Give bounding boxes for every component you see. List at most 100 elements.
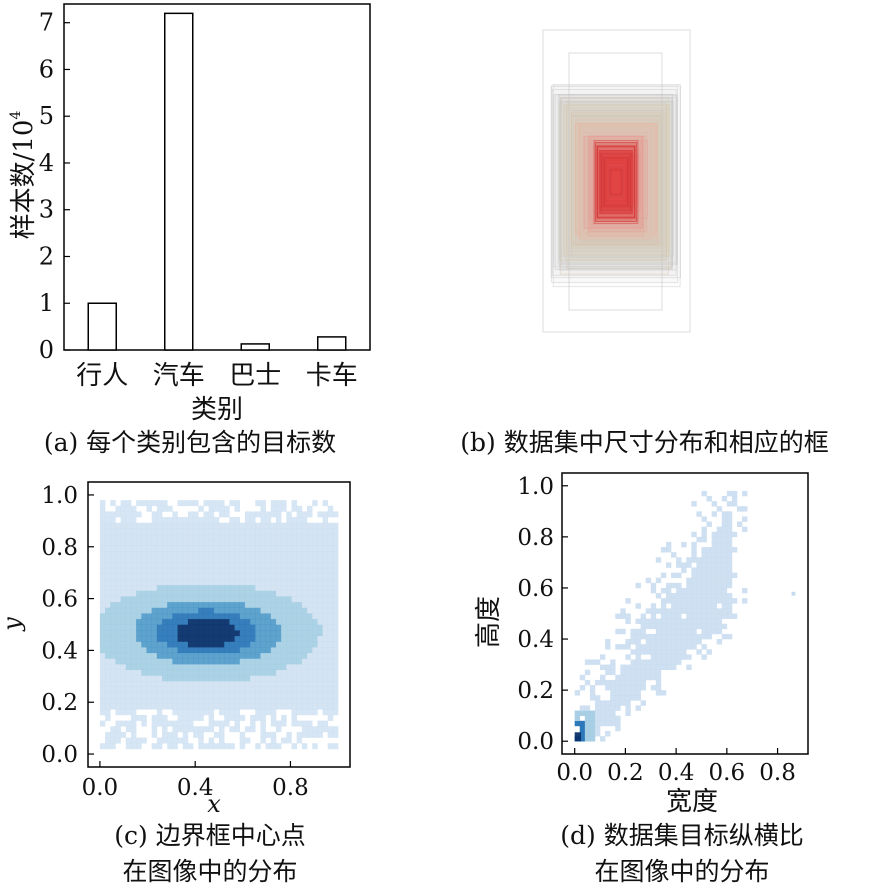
chart-c-cell: [234, 692, 241, 699]
chart-c-cell: [291, 641, 297, 648]
chart-d-cell: [671, 552, 677, 558]
chart-c-cell: [213, 590, 220, 597]
chart-c-cell: [307, 686, 313, 693]
chart-c-cell: [239, 681, 246, 687]
chart-c-cell: [296, 613, 303, 620]
chart-c-cell: [224, 647, 230, 654]
chart-c-cell: [167, 675, 173, 682]
chart-d-cell: [600, 679, 606, 686]
chart-c-cell: [203, 573, 209, 580]
chart-c-cell: [172, 556, 178, 563]
chart-c-cell: [260, 675, 266, 682]
chart-c-cell: [224, 675, 230, 682]
chart-c-cell: [296, 511, 303, 518]
chart-c-cell: [301, 584, 308, 591]
chart-c-cell: [296, 607, 303, 614]
chart-c-cell: [120, 664, 127, 671]
chart-c-cell: [332, 641, 339, 648]
chart-c-cell: [286, 556, 292, 563]
chart-c-cell: [208, 703, 215, 710]
chart-c-cell: [187, 726, 194, 733]
chart-c-cell: [130, 726, 137, 733]
chart-c-cell: [224, 579, 230, 586]
chart-c-cell: [234, 681, 241, 687]
chart-d-cell: [605, 664, 611, 670]
chart-c-cell: [193, 731, 199, 738]
chart-d-cell: [620, 608, 626, 614]
chart-c-cell: [213, 528, 220, 535]
chart-c-xtick-label: 0.4: [177, 775, 214, 801]
chart-c-cell: [99, 647, 106, 654]
chart-c-cell: [270, 641, 277, 648]
chart-c-cell: [291, 743, 297, 750]
chart-b-box: [607, 166, 625, 199]
chart-c-cell: [110, 624, 116, 631]
chart-c-cell: [332, 551, 339, 557]
chart-c-cell: [270, 675, 277, 682]
chart-d-cell: [691, 623, 697, 630]
chart-c-cell: [177, 714, 184, 721]
chart-c-cell: [172, 607, 178, 614]
chart-c-cell: [193, 692, 199, 699]
chart-c-cell: [322, 607, 329, 614]
chart-d-cell: [660, 547, 667, 553]
chart-c-cell: [110, 556, 116, 563]
chart-b-box: [579, 122, 658, 243]
chart-c-cell: [130, 635, 137, 642]
chart-c-cell: [115, 692, 121, 699]
chart-c-cell: [182, 681, 189, 687]
chart-d-cell: [610, 720, 616, 727]
chart-c-cell: [275, 517, 282, 524]
chart-d-cell: [655, 628, 662, 635]
chart-d-cell: [701, 613, 707, 619]
chart-c-cell: [151, 658, 158, 665]
chart-c-cell: [156, 579, 163, 586]
chart-d-cell: [696, 587, 702, 594]
chart-c-cell: [219, 556, 225, 563]
chart-d-cell: [635, 664, 641, 670]
chart-c-cell: [156, 669, 163, 676]
chart-d-cell: [605, 710, 611, 716]
chart-c-cell: [224, 630, 230, 637]
chart-c-cell: [208, 658, 215, 665]
chart-c-cell: [317, 573, 323, 580]
chart-b-box: [597, 146, 635, 218]
chart-c-cell: [265, 539, 272, 546]
chart-c-cell: [260, 505, 266, 512]
chart-c-cell: [291, 703, 297, 710]
chart-c-cell: [275, 697, 282, 704]
chart-d-cell: [579, 731, 586, 737]
chart-c-cell: [255, 534, 261, 541]
chart-c-cell: [270, 528, 277, 535]
chart-c-cell: [141, 562, 147, 569]
chart-c-cell: [115, 545, 121, 552]
chart-d-cell: [676, 593, 682, 599]
chart-c-cell: [270, 714, 277, 721]
chart-d-cell: [615, 720, 621, 727]
chart-c-cell: [312, 647, 318, 654]
chart-c-cell: [193, 647, 199, 654]
chart-c-cell: [307, 590, 313, 597]
chart-c-cell: [317, 635, 323, 642]
chart-c-cell: [110, 573, 116, 580]
chart-c-cell: [291, 573, 297, 580]
chart-c-cell: [281, 613, 287, 620]
chart-c-cell: [115, 522, 121, 529]
chart-c-cell: [322, 630, 329, 637]
chart-c-cell: [105, 743, 111, 750]
chart-d-cell: [650, 608, 657, 614]
chart-c-cell: [182, 697, 189, 704]
chart-c-cell: [250, 613, 256, 620]
chart-c-cell: [239, 641, 246, 648]
chart-b-box: [590, 139, 648, 219]
chart-c-cell: [167, 624, 173, 631]
chart-c-cell: [115, 584, 121, 591]
chart-c-cell: [260, 630, 266, 637]
chart-c-cell: [115, 528, 121, 535]
chart-c-cell: [151, 517, 158, 524]
chart-c-cell: [286, 551, 292, 557]
chart-c-cell: [162, 692, 168, 699]
chart-c-cell: [322, 567, 329, 574]
chart-c-cell: [281, 647, 287, 654]
chart-c-cell: [317, 675, 323, 682]
